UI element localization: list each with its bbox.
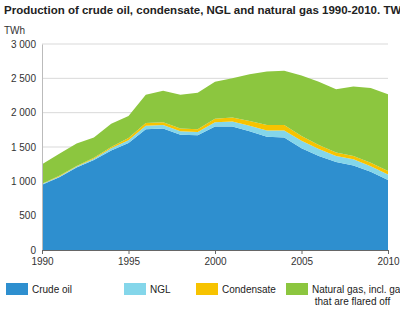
legend-swatch <box>6 283 28 295</box>
x-tick-mark <box>302 250 303 254</box>
y-axis-title: TWh <box>4 25 25 36</box>
grid <box>42 44 388 250</box>
area <box>42 71 388 184</box>
legend-item: Crude oil <box>6 283 72 295</box>
x-tick: 1995 <box>118 250 141 267</box>
y-tick-label: 2 500 <box>11 73 36 84</box>
x-axis-line <box>43 251 389 255</box>
y-tick: 500 <box>19 210 42 221</box>
chart: Production of crude oil, condensate, NGL… <box>0 0 400 320</box>
y-tick: 0 <box>30 245 42 256</box>
x-tick: 1990 <box>31 250 54 267</box>
legend-swatch <box>124 283 146 295</box>
x-tick-label: 2010 <box>377 256 400 267</box>
legend-swatch <box>196 283 218 295</box>
x-tick: 2010 <box>377 250 400 267</box>
x-tick: 2000 <box>204 250 227 267</box>
y-tick-label: 2 000 <box>11 107 36 118</box>
y-tick-label: 500 <box>19 210 36 221</box>
x-tick-mark <box>42 250 43 254</box>
areas <box>42 71 388 250</box>
x-tick-label: 2005 <box>291 256 314 267</box>
legend: Crude oil NGL Condensate Natural gas, incl.… <box>6 283 400 307</box>
legend-item: Natural gas, incl. gas that are flared o… <box>286 283 400 307</box>
legend-item: Condensate <box>196 283 276 295</box>
legend-swatch <box>286 283 308 295</box>
x-tick-mark <box>215 250 216 254</box>
y-tick: 1 000 <box>11 176 42 187</box>
y-tick: 3 000 <box>11 39 42 50</box>
x-tick-label: 1995 <box>118 256 141 267</box>
grid-line <box>42 78 388 79</box>
y-axis-line <box>42 45 43 251</box>
y-axis: 0 500 1 000 1 500 2 000 2 500 3 000 <box>11 39 43 256</box>
legend-label: Natural gas, incl. gas that are flared o… <box>312 284 400 307</box>
y-tick: 2 000 <box>11 107 42 118</box>
x-tick-label: 1990 <box>31 256 54 267</box>
legend-label: NGL <box>150 284 171 295</box>
plot: 0 500 1 000 1 500 2 000 2 500 3 000 1990 1995 200… <box>11 39 400 267</box>
y-tick-label: 1 500 <box>11 142 36 153</box>
legend-label: Condensate <box>222 284 276 295</box>
legend-label: Crude oil <box>32 284 72 295</box>
x-tick-label: 2000 <box>204 256 227 267</box>
y-tick-label: 3 000 <box>11 39 36 50</box>
x-tick-mark <box>129 250 130 254</box>
y-tick: 2 500 <box>11 73 42 84</box>
y-tick-label: 0 <box>30 245 36 256</box>
y-tick: 1 500 <box>11 142 42 153</box>
x-tick-mark <box>388 250 389 254</box>
title: Production of crude oil, condensate, NGL… <box>4 4 400 16</box>
legend-item: NGL <box>124 283 171 295</box>
x-axis: 1990 1995 2000 2005 2010 <box>31 250 400 267</box>
x-tick: 2005 <box>291 250 314 267</box>
grid-line <box>42 44 388 45</box>
y-tick-label: 1 000 <box>11 176 36 187</box>
